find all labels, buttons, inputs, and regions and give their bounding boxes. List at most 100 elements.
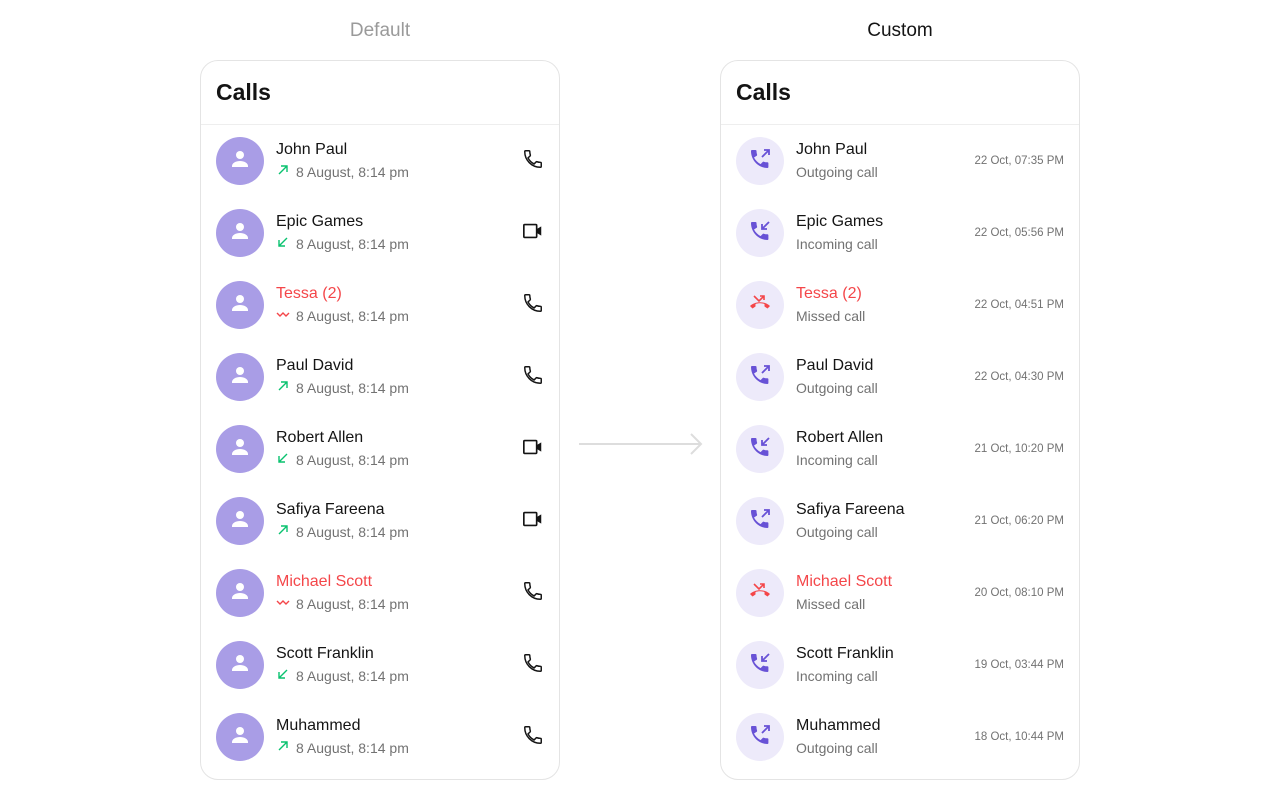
page-title: Calls bbox=[721, 61, 1079, 125]
caller-name: John Paul bbox=[796, 141, 868, 158]
call-time: 21 Oct, 10:20 PM bbox=[974, 443, 1065, 455]
call-list-item[interactable]: Tessa (2) Missed call 22 Oct, 04:51 PM bbox=[721, 269, 1079, 341]
phone-icon[interactable] bbox=[522, 148, 544, 175]
outgoing-arrow-icon bbox=[276, 377, 296, 399]
call-list-item[interactable]: Michael Scott 8 August, 8:14 pm bbox=[201, 557, 559, 629]
call-time: 22 Oct, 04:30 PM bbox=[974, 371, 1065, 383]
call-list-item[interactable]: Robert Allen Incoming call 21 Oct, 10:20… bbox=[721, 413, 1079, 485]
outgoing-call-icon bbox=[748, 147, 772, 176]
call-status-avatar bbox=[736, 281, 784, 329]
phone-icon[interactable] bbox=[522, 724, 544, 751]
outgoing-arrow-icon bbox=[276, 161, 296, 183]
caller-name: Robert Allen bbox=[276, 429, 364, 446]
avatar bbox=[216, 209, 264, 257]
user-icon bbox=[228, 651, 252, 680]
phone-icon[interactable] bbox=[522, 292, 544, 319]
phone-icon[interactable] bbox=[522, 652, 544, 679]
missed-arrow-icon bbox=[276, 305, 296, 327]
arrow-right-icon bbox=[579, 433, 703, 455]
custom-calls-panel: Calls John Paul Outgoing call 22 Oct, 07… bbox=[720, 60, 1080, 780]
call-date: 8 August, 8:14 pm bbox=[296, 236, 409, 252]
missed-arrow-icon bbox=[276, 593, 296, 615]
custom-label: Custom bbox=[867, 20, 933, 41]
call-status: Incoming call bbox=[796, 668, 878, 684]
user-icon bbox=[228, 363, 252, 392]
call-date: 8 August, 8:14 pm bbox=[296, 596, 409, 612]
avatar bbox=[216, 569, 264, 617]
call-date: 8 August, 8:14 pm bbox=[296, 668, 409, 684]
page-title: Calls bbox=[201, 61, 559, 125]
user-icon bbox=[228, 723, 252, 752]
incoming-arrow-icon bbox=[276, 233, 296, 255]
caller-name: Scott Franklin bbox=[796, 645, 894, 662]
incoming-call-icon bbox=[748, 435, 772, 464]
caller-name: Tessa (2) bbox=[276, 285, 342, 302]
call-list-item[interactable]: Robert Allen 8 August, 8:14 pm bbox=[201, 413, 559, 485]
call-list-item[interactable]: Epic Games 8 August, 8:14 pm bbox=[201, 197, 559, 269]
call-status-avatar bbox=[736, 353, 784, 401]
call-date: 8 August, 8:14 pm bbox=[296, 164, 409, 180]
video-call-icon[interactable] bbox=[522, 436, 544, 463]
call-list: John Paul 8 August, 8:14 pm Epic Games 8… bbox=[201, 125, 559, 773]
call-status: Outgoing call bbox=[796, 740, 878, 756]
user-icon bbox=[228, 507, 252, 536]
default-calls-panel: Calls John Paul 8 August, 8:14 pm Epic G… bbox=[200, 60, 560, 780]
avatar bbox=[216, 641, 264, 689]
call-list-item[interactable]: Scott Franklin Incoming call 19 Oct, 03:… bbox=[721, 629, 1079, 701]
user-icon bbox=[228, 147, 252, 176]
outgoing-call-icon bbox=[748, 363, 772, 392]
call-time: 22 Oct, 07:35 PM bbox=[974, 155, 1065, 167]
call-list-item[interactable]: Michael Scott Missed call 20 Oct, 08:10 … bbox=[721, 557, 1079, 629]
call-time: 20 Oct, 08:10 PM bbox=[974, 587, 1065, 599]
outgoing-arrow-icon bbox=[276, 737, 296, 759]
user-icon bbox=[228, 579, 252, 608]
call-list-item[interactable]: Scott Franklin 8 August, 8:14 pm bbox=[201, 629, 559, 701]
call-status-avatar bbox=[736, 497, 784, 545]
caller-name: Paul David bbox=[276, 357, 354, 374]
incoming-arrow-icon bbox=[276, 665, 296, 687]
call-time: 22 Oct, 04:51 PM bbox=[974, 299, 1065, 311]
avatar bbox=[216, 353, 264, 401]
call-list: John Paul Outgoing call 22 Oct, 07:35 PM… bbox=[721, 125, 1079, 773]
incoming-call-icon bbox=[748, 651, 772, 680]
caller-name: Epic Games bbox=[796, 213, 884, 230]
call-status: Incoming call bbox=[796, 452, 878, 468]
caller-name: Muhammed bbox=[276, 717, 361, 734]
call-date: 8 August, 8:14 pm bbox=[296, 524, 409, 540]
call-list-item[interactable]: Paul David 8 August, 8:14 pm bbox=[201, 341, 559, 413]
user-icon bbox=[228, 435, 252, 464]
default-label: Default bbox=[349, 20, 411, 41]
caller-name: Paul David bbox=[796, 357, 874, 374]
call-status: Missed call bbox=[796, 308, 866, 324]
call-list-item[interactable]: Epic Games Incoming call 22 Oct, 05:56 P… bbox=[721, 197, 1079, 269]
call-time: 21 Oct, 06:20 PM bbox=[974, 515, 1065, 527]
incoming-call-icon bbox=[748, 219, 772, 248]
video-call-icon[interactable] bbox=[522, 508, 544, 535]
video-call-icon[interactable] bbox=[522, 220, 544, 247]
caller-name: Robert Allen bbox=[796, 429, 884, 446]
call-list-item[interactable]: Tessa (2) 8 August, 8:14 pm bbox=[201, 269, 559, 341]
call-date: 8 August, 8:14 pm bbox=[296, 452, 409, 468]
caller-name: Tessa (2) bbox=[796, 285, 862, 302]
call-status: Incoming call bbox=[796, 236, 878, 252]
call-status-avatar bbox=[736, 209, 784, 257]
avatar bbox=[216, 425, 264, 473]
call-status: Outgoing call bbox=[796, 380, 878, 396]
call-list-item[interactable]: Paul David Outgoing call 22 Oct, 04:30 P… bbox=[721, 341, 1079, 413]
call-list-item[interactable]: Safiya Fareena Outgoing call 21 Oct, 06:… bbox=[721, 485, 1079, 557]
caller-name: Michael Scott bbox=[276, 573, 373, 590]
user-icon bbox=[228, 291, 252, 320]
call-list-item[interactable]: Muhammed 8 August, 8:14 pm bbox=[201, 701, 559, 773]
caller-name: Scott Franklin bbox=[276, 645, 374, 662]
call-list-item[interactable]: John Paul Outgoing call 22 Oct, 07:35 PM bbox=[721, 125, 1079, 197]
user-icon bbox=[228, 219, 252, 248]
call-status: Missed call bbox=[796, 596, 866, 612]
call-list-item[interactable]: John Paul 8 August, 8:14 pm bbox=[201, 125, 559, 197]
call-list-item[interactable]: Muhammed Outgoing call 18 Oct, 10:44 PM bbox=[721, 701, 1079, 773]
phone-icon[interactable] bbox=[522, 580, 544, 607]
call-list-item[interactable]: Safiya Fareena 8 August, 8:14 pm bbox=[201, 485, 559, 557]
avatar bbox=[216, 137, 264, 185]
avatar bbox=[216, 713, 264, 761]
call-status-avatar bbox=[736, 137, 784, 185]
phone-icon[interactable] bbox=[522, 364, 544, 391]
